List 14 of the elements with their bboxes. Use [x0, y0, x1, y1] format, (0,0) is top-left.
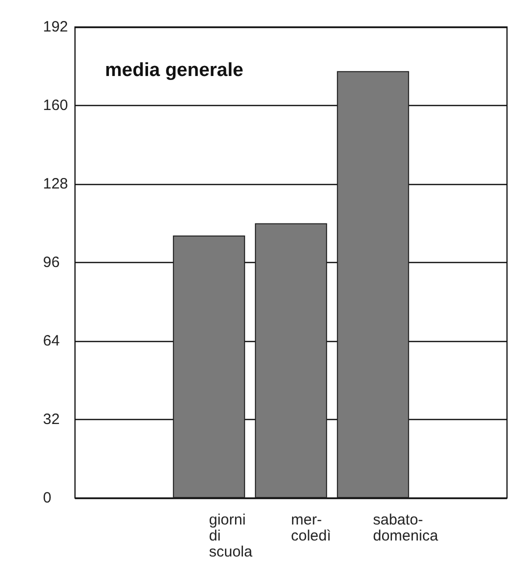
y-tick-label: 32	[43, 411, 60, 428]
x-tick-label: giorni di scuola	[209, 512, 254, 560]
y-tick-label: 64	[43, 332, 60, 350]
text: media generale	[105, 60, 244, 81]
y-tick-label: 96	[43, 254, 60, 271]
y-tick-label: 160	[43, 97, 68, 114]
bar	[336, 71, 410, 498]
y-tick-label: 128	[43, 176, 68, 192]
bar	[172, 236, 246, 498]
y-tick-label: 0	[43, 490, 52, 506]
y-tick-label: 192	[43, 18, 68, 36]
x-tick-label: mer- coledì	[291, 512, 332, 544]
bar	[254, 223, 328, 498]
x-tick-label: sabato- domenica	[373, 512, 439, 544]
